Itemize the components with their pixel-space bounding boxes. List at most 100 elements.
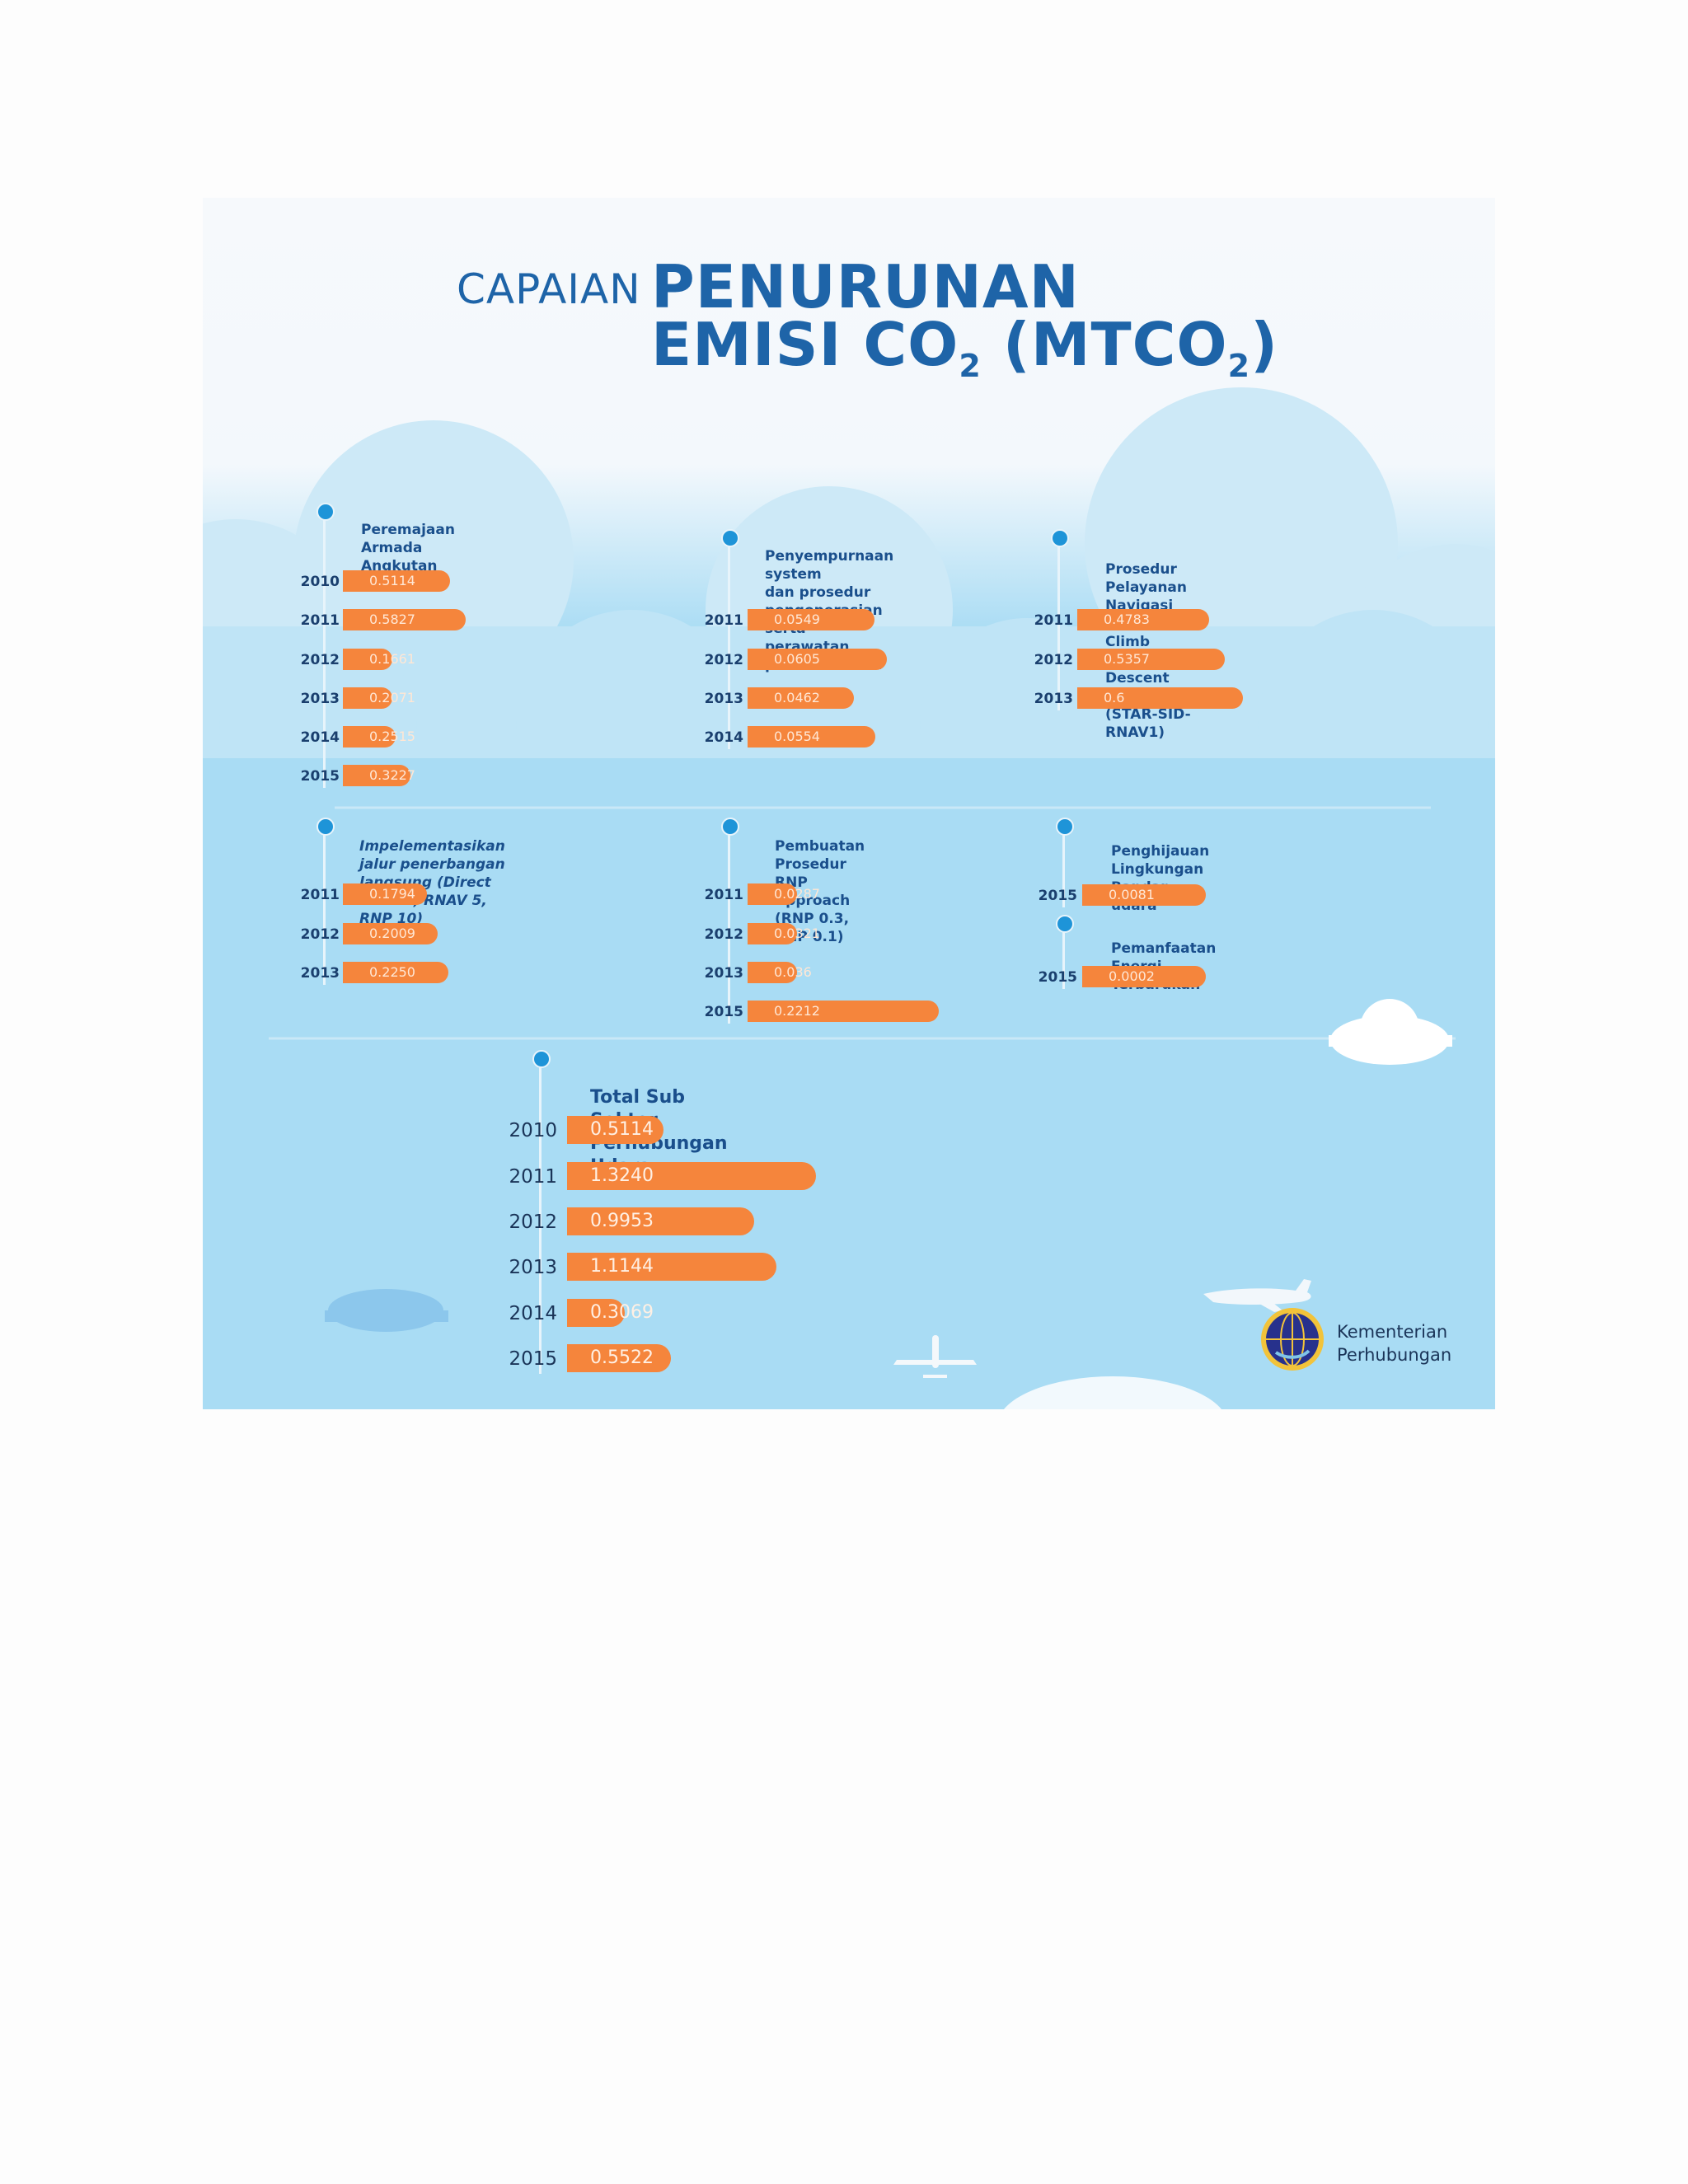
year-tick-label: 2011 [300, 887, 340, 903]
year-tick-label: 2012 [1034, 652, 1073, 668]
title-line2-sub: 2 [959, 348, 982, 384]
year-tick-label: 2014 [704, 729, 743, 746]
bar-value-label: 0.2212 [774, 1003, 820, 1019]
title-line2-main: EMISI CO [651, 310, 959, 379]
bar-value-label: 0.9953 [590, 1211, 654, 1231]
axis-line [323, 511, 326, 788]
bar-value-label: 0.0321 [774, 926, 820, 941]
title-line2-paren: (MTCO [981, 310, 1228, 379]
value-bar [567, 1162, 816, 1190]
kementerian-logo-icon [1261, 1308, 1324, 1371]
axis-line [728, 826, 730, 1024]
bar-value-label: 0.4783 [1104, 612, 1150, 627]
bar-value-label: 0.1661 [369, 651, 415, 667]
title-prefix: CAPAIAN [457, 265, 641, 313]
value-bar [1077, 609, 1210, 630]
infographic: CAPAIAN PENURUNAN EMISI CO2 (MTCO2) Pere… [203, 198, 1495, 1409]
year-tick-label: 2011 [704, 612, 743, 629]
panel-title: Impelementasikan jalur penerbangan langs… [359, 838, 505, 927]
bar-value-label: 0.0462 [774, 690, 820, 705]
title-line2: EMISI CO2 (MTCO2) [651, 315, 1278, 382]
cloud-icon [325, 1289, 448, 1332]
bar-value-label: 0.5114 [369, 573, 415, 588]
marker-dot [316, 503, 335, 521]
title-line2-close: ) [1250, 310, 1278, 379]
value-bar [748, 649, 888, 670]
bar-value-label: 0.5114 [590, 1119, 654, 1140]
year-tick-label: 2014 [509, 1303, 557, 1324]
value-bar [748, 883, 797, 905]
marker-dot [1056, 915, 1074, 933]
chart-title: CAPAIAN PENURUNAN EMISI CO2 (MTCO2) [203, 198, 1495, 429]
bar-value-label: 0.5357 [1104, 651, 1150, 667]
year-tick-label: 2015 [1038, 888, 1077, 904]
value-bar [567, 1207, 754, 1235]
value-bar [343, 883, 428, 905]
value-bar [343, 570, 451, 592]
value-bar [748, 923, 797, 944]
value-bar [1077, 649, 1226, 670]
marker-dot [532, 1050, 551, 1068]
bar-value-label: 0.0287 [774, 886, 820, 902]
year-tick-label: 2015 [509, 1348, 557, 1370]
marker-dot [721, 818, 739, 836]
value-bar [567, 1344, 671, 1372]
value-bar [343, 687, 392, 709]
title-line2-paren-sub: 2 [1227, 348, 1251, 384]
bar-value-label: 0.036 [774, 964, 812, 980]
year-tick-label: 2012 [509, 1212, 557, 1233]
value-bar [1082, 884, 1206, 906]
bar-value-label: 1.3240 [590, 1165, 654, 1186]
year-tick-label: 2012 [300, 926, 340, 943]
bar-value-label: 0.2071 [369, 690, 415, 705]
title-line1: PENURUNAN [651, 252, 1080, 321]
year-tick-label: 2013 [509, 1257, 557, 1278]
bar-value-label: 0.5827 [369, 612, 415, 627]
value-bar [343, 923, 438, 944]
year-tick-label: 2010 [509, 1120, 557, 1141]
axis-line [539, 1058, 542, 1374]
sky-background [203, 198, 1495, 1409]
panel-title: Penghijauan Lingkungan Bandar udara [1111, 843, 1210, 914]
bar-value-label: 0.2250 [369, 964, 415, 980]
value-bar [567, 1116, 663, 1144]
bar-value-label: 0.3069 [590, 1302, 654, 1323]
marker-dot [1056, 818, 1074, 836]
year-tick-label: 2013 [300, 965, 340, 982]
bar-value-label: 0.0605 [774, 651, 820, 667]
marker-dot [721, 529, 739, 547]
bar-value-label: 0.0549 [774, 612, 820, 627]
airplane-icon [893, 1335, 977, 1378]
value-bar [748, 609, 874, 630]
bar-value-label: 0.0002 [1109, 968, 1155, 984]
axis-line [1057, 537, 1060, 710]
value-bar [343, 962, 449, 983]
axis-line [728, 537, 730, 749]
bar-value-label: 0.2009 [369, 926, 415, 941]
year-tick-label: 2014 [300, 729, 340, 746]
year-tick-label: 2011 [704, 887, 743, 903]
year-tick-label: 2013 [704, 965, 743, 982]
value-bar [343, 726, 396, 748]
marker-dot [1051, 529, 1069, 547]
bar-value-label: 0.3227 [369, 767, 415, 783]
marker-dot [316, 818, 335, 836]
bar-value-label: 0.0554 [774, 729, 820, 744]
value-bar [748, 726, 876, 748]
airplane-icon [1203, 1279, 1311, 1312]
bar-value-label: 1.1144 [590, 1256, 654, 1277]
year-tick-label: 2012 [704, 926, 743, 943]
year-tick-label: 2015 [300, 768, 340, 785]
value-bar [748, 962, 797, 983]
bar-value-label: 0.0081 [1109, 887, 1155, 902]
year-tick-label: 2012 [300, 652, 340, 668]
year-tick-label: 2013 [704, 691, 743, 707]
year-tick-label: 2013 [1034, 691, 1073, 707]
year-tick-label: 2010 [300, 574, 340, 590]
bar-value-label: 0.1794 [369, 886, 415, 902]
value-bar [1077, 687, 1243, 709]
value-bar [343, 609, 466, 630]
logo-text: Kementerian Perhubungan [1337, 1322, 1452, 1365]
year-tick-label: 2013 [300, 691, 340, 707]
year-tick-label: 2011 [509, 1166, 557, 1188]
